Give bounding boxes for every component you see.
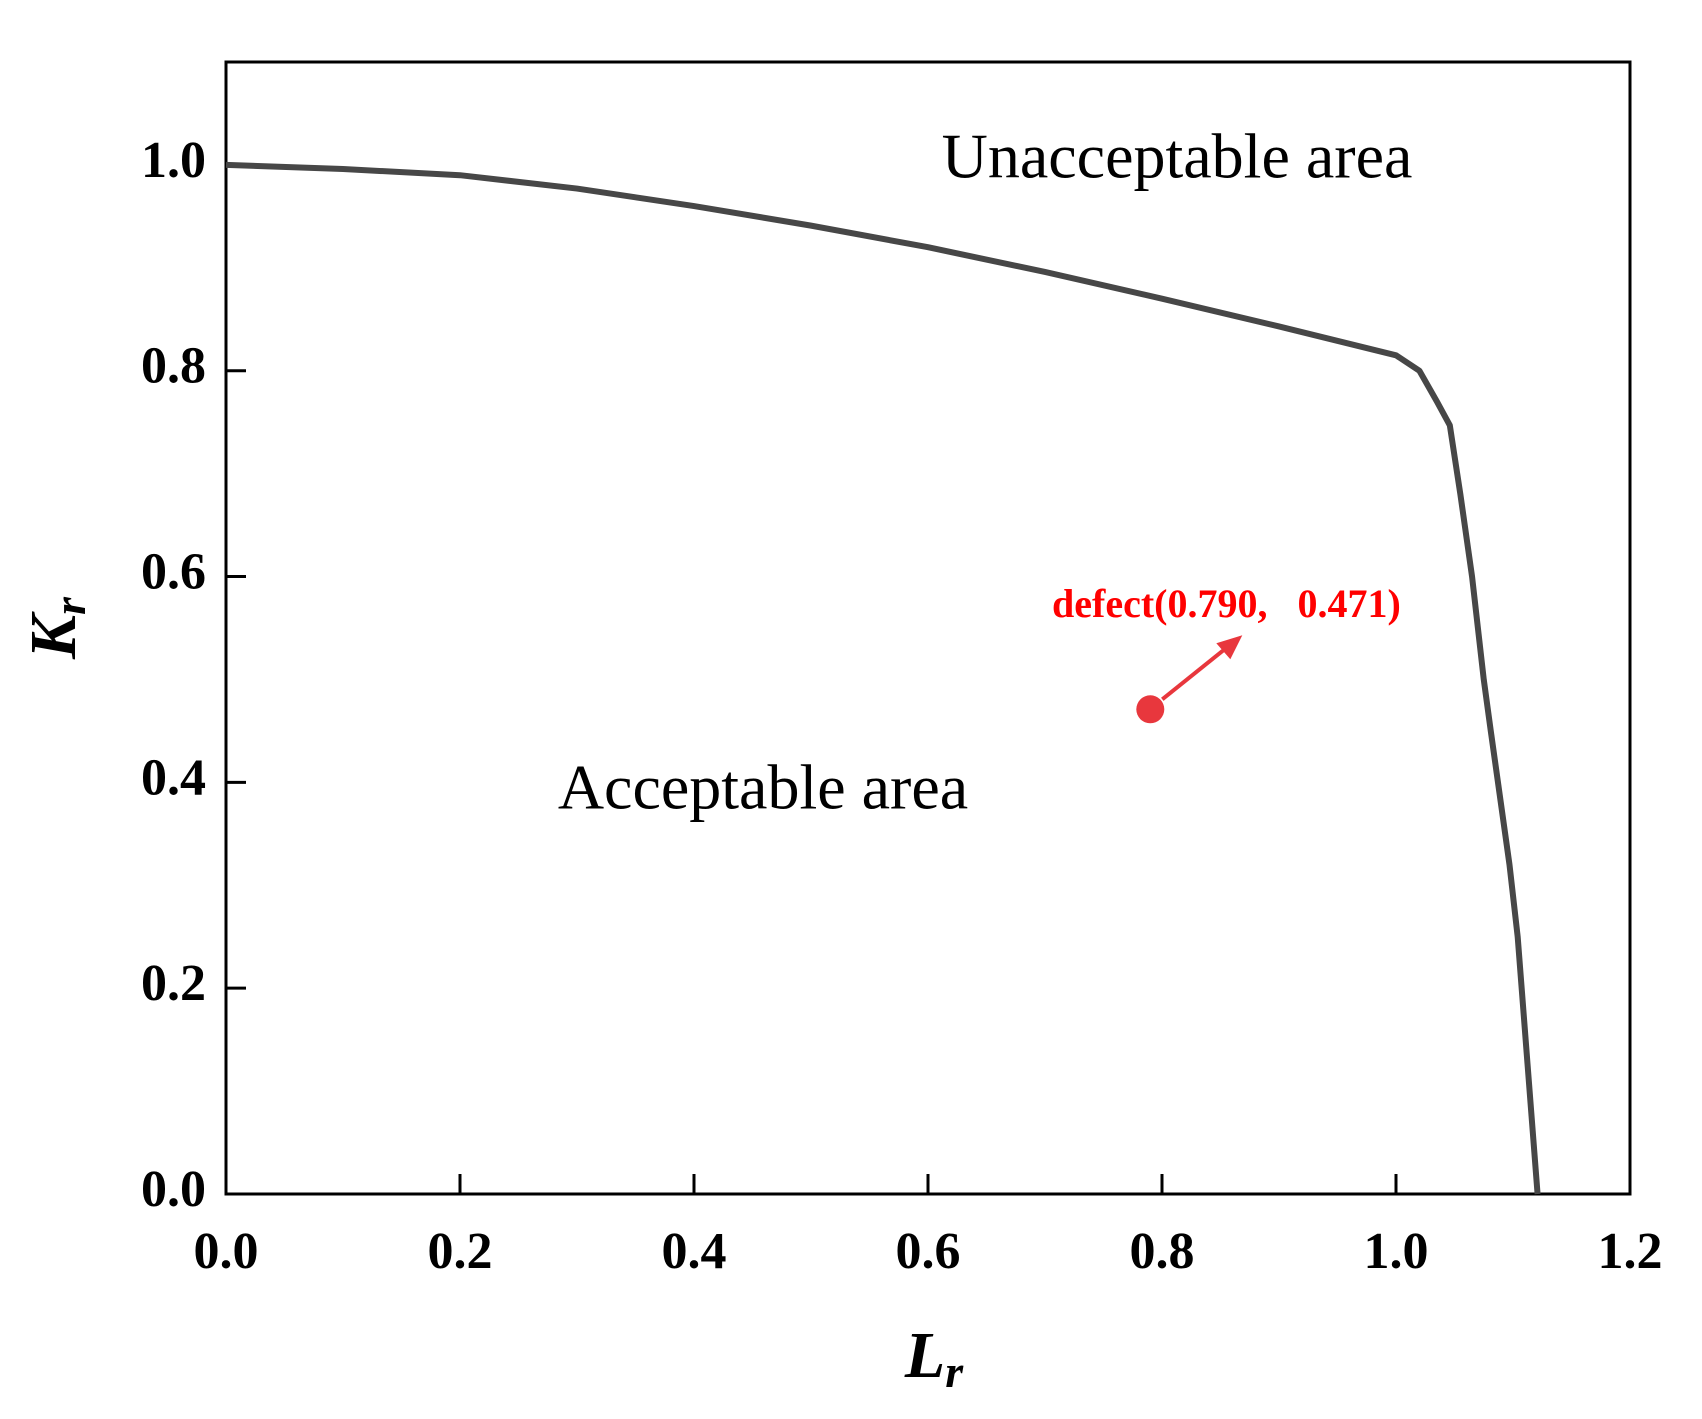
x-tick-label: 0.8	[1130, 1223, 1195, 1280]
x-tick-label: 0.2	[428, 1223, 493, 1280]
y-label-main: K	[17, 611, 90, 660]
x-tick-label: 0.0	[194, 1223, 259, 1280]
arrow-head	[1216, 635, 1243, 660]
y-tick-label: 0.0	[141, 1161, 206, 1218]
y-label-sub: r	[44, 596, 95, 615]
x-tick-label: 0.6	[896, 1223, 961, 1280]
y-axis-label: Kr	[17, 596, 94, 660]
x-tick-label: 1.0	[1364, 1223, 1429, 1280]
arrow-shaft	[1161, 644, 1230, 701]
x-label-sub: r	[945, 1346, 964, 1397]
y-tick-label: 0.4	[141, 749, 206, 806]
curve	[225, 161, 1541, 1195]
defect-point	[1136, 695, 1165, 724]
x-tick-label: 1.2	[1598, 1223, 1663, 1280]
x-tick-label: 0.4	[662, 1223, 727, 1280]
x-axis-label: Lr	[904, 1319, 964, 1396]
annotation: Acceptable area	[558, 752, 968, 823]
annotation: Unacceptable area	[942, 121, 1413, 192]
y-tick-label: 0.2	[141, 955, 206, 1012]
y-tick-label: 0.8	[141, 338, 206, 395]
y-tick-label: 0.6	[141, 543, 206, 600]
y-tick-label: 1.0	[141, 132, 206, 189]
defect-label: defect(0.790, 0.471)	[1052, 581, 1401, 626]
x-label-main: L	[904, 1319, 945, 1392]
